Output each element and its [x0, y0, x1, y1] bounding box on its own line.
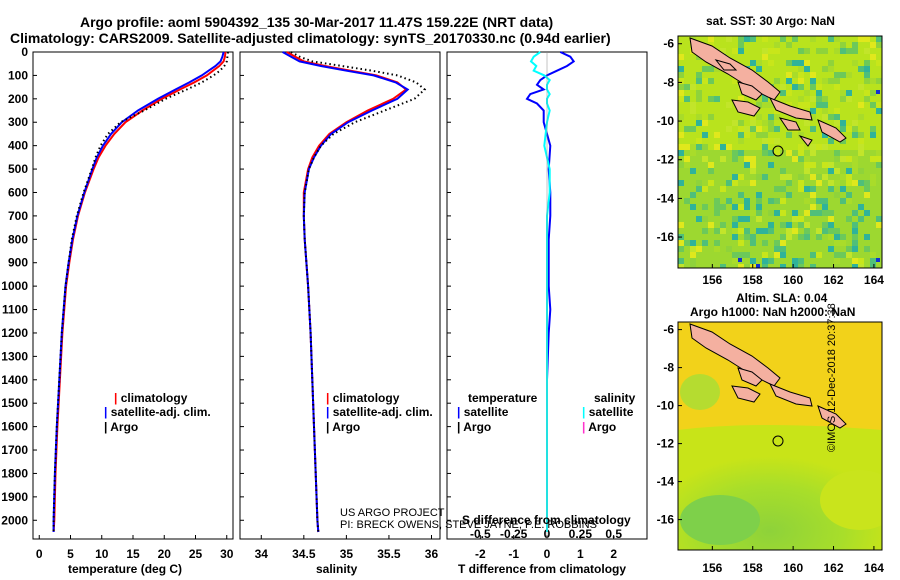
diff-legend-temp-satellite: | satellite	[457, 405, 509, 419]
depth-tick-label: 1400	[1, 373, 28, 387]
depth-tick-label: 300	[8, 115, 28, 129]
x-tick-label: 34.5	[292, 547, 316, 561]
depth-tick-label: 1600	[1, 420, 28, 434]
temp-legend-argo: | Argo	[104, 420, 139, 434]
depth-tick-label: 1000	[1, 279, 28, 293]
depth-tick-label: 700	[8, 209, 28, 223]
salinity-xlabel: salinity	[316, 562, 358, 576]
x-tick-label: 0.5	[605, 527, 622, 541]
credit-pi: PI: BRECK OWENS, STEVE JAYNE, P.E. ROBBI…	[340, 519, 597, 531]
x-tick-label: 0	[36, 547, 43, 561]
x-tick-label: 35.5	[377, 547, 401, 561]
salinity-series-argo	[290, 51, 427, 533]
x-tick-label: 5	[67, 547, 74, 561]
depth-tick-label: 400	[8, 139, 28, 153]
sal-legend-climatology: | climatology	[326, 391, 400, 405]
x-tick-label: 2	[610, 547, 617, 561]
depth-tick-label: 1300	[1, 349, 28, 363]
x-tick-label: 30	[220, 547, 234, 561]
x-tick-label: 36	[425, 547, 439, 561]
depth-tick-label: 100	[8, 68, 28, 82]
x-tick-label: -2	[475, 547, 486, 561]
x-tick-label: 10	[95, 547, 109, 561]
x-tick-label: 35	[340, 547, 354, 561]
difference-xlabel-top: S difference from climatology	[462, 513, 631, 527]
diff-legend-sal-argo: | Argo	[582, 420, 617, 434]
x-tick-label: 15	[126, 547, 140, 561]
depth-tick-label: 2000	[1, 513, 28, 527]
sal-legend-satellite: | satellite-adj. clim.	[326, 405, 433, 419]
diff-legend-sal-satellite: | satellite	[582, 405, 634, 419]
imos-timestamp: ©IMOS 12-Dec-2018 20:37:38	[826, 303, 838, 452]
diff-legend-temp-argo: | Argo	[457, 420, 492, 434]
depth-tick-label: 1800	[1, 466, 28, 480]
temperature-xlabel: temperature (deg C)	[68, 562, 183, 576]
sla-map-title2: Argo h1000: NaN h2000: NaN	[690, 305, 856, 319]
temp-legend-climatology: | climatology	[114, 391, 188, 405]
x-tick-label: 0	[544, 547, 551, 561]
x-tick-label: 1	[577, 547, 584, 561]
depth-tick-label: 200	[8, 92, 28, 106]
depth-tick-label: 1700	[1, 443, 28, 457]
sal-legend-argo: | Argo	[326, 420, 361, 434]
temp-legend-satellite: | satellite-adj. clim.	[104, 405, 211, 419]
depth-tick-label: 800	[8, 232, 28, 246]
plot-title-line2: Climatology: CARS2009. Satellite-adjuste…	[10, 30, 611, 46]
depth-tick-label: 900	[8, 256, 28, 270]
x-tick-label: -1	[508, 547, 519, 561]
diff-legend-temperature-title: temperature	[468, 391, 538, 405]
temperature-series-satellite-adj-clim-	[52, 51, 225, 532]
x-tick-label: -0.5	[470, 527, 491, 541]
depth-tick-label: 1900	[1, 490, 28, 504]
depth-tick-label: 0	[21, 45, 28, 59]
temperature-panel	[32, 51, 234, 540]
difference-xlabel: T difference from climatology	[458, 562, 627, 576]
depth-tick-label: 1100	[2, 303, 28, 317]
sla-map-title1: Altim. SLA: 0.04	[736, 291, 828, 305]
x-tick-label: 25	[189, 547, 203, 561]
x-tick-label: -0.25	[500, 527, 528, 541]
sst-map-title: sat. SST: 30 Argo: NaN	[706, 14, 835, 28]
salinity-panel	[239, 51, 441, 540]
depth-tick-label: 1500	[1, 396, 28, 410]
x-tick-label: 34	[255, 547, 269, 561]
x-tick-label: 0.25	[569, 527, 593, 541]
depth-tick-label: 1200	[1, 326, 28, 340]
depth-tick-label: 500	[8, 162, 28, 176]
plot-title-line1: Argo profile: aoml 5904392_135 30-Mar-20…	[80, 14, 554, 30]
depth-tick-label: 600	[8, 185, 28, 199]
x-tick-label: 20	[158, 547, 172, 561]
diff-legend-salinity-title: salinity	[594, 391, 636, 405]
credit-project: US ARGO PROJECT	[340, 507, 445, 519]
